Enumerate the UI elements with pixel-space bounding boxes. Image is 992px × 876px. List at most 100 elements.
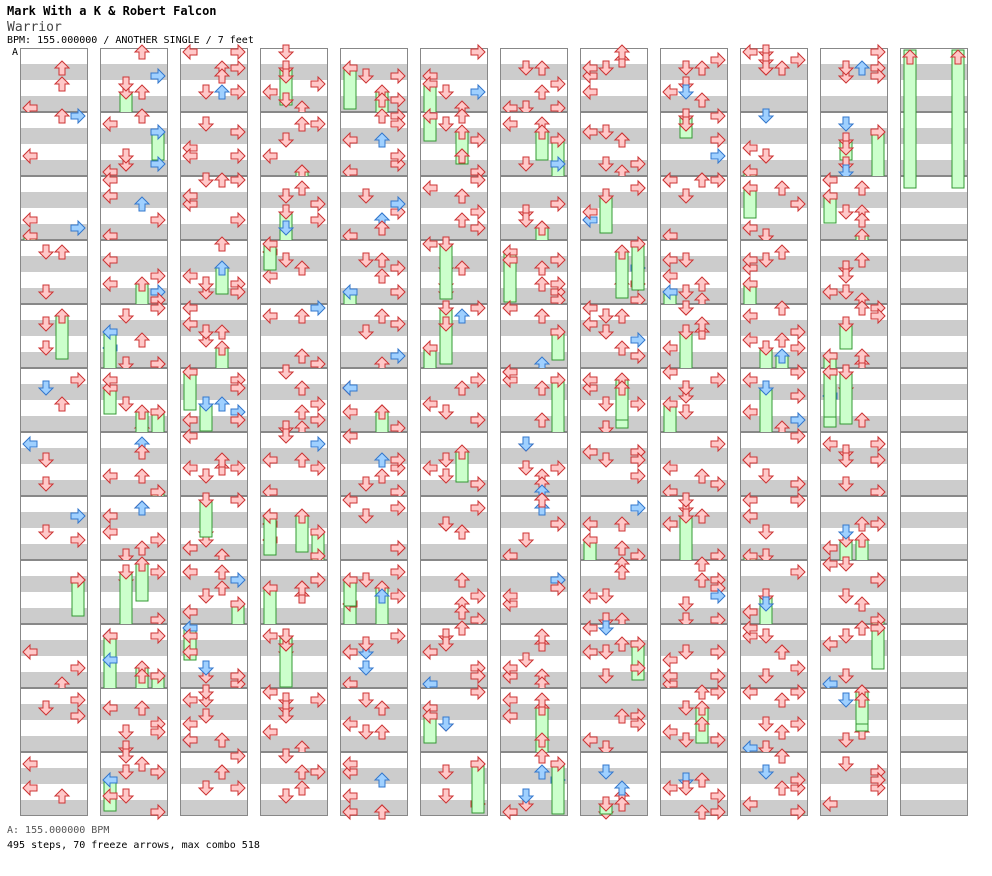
measure-border xyxy=(180,176,248,240)
step-arrow-right xyxy=(150,123,166,141)
beat-stripe xyxy=(20,768,88,784)
step-arrow-down xyxy=(837,364,855,380)
step-arrow-up xyxy=(213,68,231,84)
step-arrow-up xyxy=(853,532,871,548)
step-arrow-down xyxy=(197,396,215,412)
step-arrow-down xyxy=(677,84,695,100)
measure-border xyxy=(740,560,808,624)
step-arrow-left xyxy=(662,459,678,477)
measure xyxy=(100,240,168,309)
freeze-arrow xyxy=(903,49,917,189)
measure-border xyxy=(740,368,808,432)
measure xyxy=(180,112,248,176)
step-arrow-left xyxy=(582,619,598,637)
beat-stripe xyxy=(20,352,88,368)
beat-stripe xyxy=(420,288,488,304)
step-arrow-right xyxy=(390,451,406,469)
step-arrow-left xyxy=(662,651,678,669)
measure-border xyxy=(340,432,408,496)
step-arrow-right xyxy=(870,451,886,469)
step-arrow-down xyxy=(437,116,455,132)
measure-border xyxy=(260,368,328,432)
step-arrow-up xyxy=(773,332,791,348)
step-arrow-down xyxy=(117,748,135,764)
measure xyxy=(500,748,568,821)
measure xyxy=(260,683,328,756)
beat-stripe xyxy=(820,704,888,720)
measure-border xyxy=(740,624,808,688)
measure xyxy=(820,240,888,308)
measure-border xyxy=(100,304,168,368)
step-arrow-down xyxy=(437,764,455,780)
step-arrow-up xyxy=(853,180,871,196)
step-arrow-down xyxy=(517,652,535,668)
step-arrow-down xyxy=(437,516,455,532)
step-arrow-left xyxy=(262,235,278,253)
step-arrow-down xyxy=(837,556,855,572)
step-arrow-right xyxy=(710,107,726,125)
beat-stripe xyxy=(260,256,328,272)
step-arrow-up xyxy=(133,332,151,348)
measure-border xyxy=(900,48,968,112)
measure xyxy=(900,624,968,688)
step-arrow-left xyxy=(182,43,198,61)
beat-stripe xyxy=(260,160,328,176)
step-arrow-up xyxy=(853,516,871,532)
measure xyxy=(420,683,488,752)
step-arrow-right xyxy=(710,683,726,701)
step-arrow-down xyxy=(277,204,295,220)
measure xyxy=(180,236,248,304)
step-arrow-left xyxy=(422,107,438,125)
step-arrow-left xyxy=(342,427,358,445)
step-arrow-left xyxy=(422,339,438,357)
measure xyxy=(500,240,568,309)
step-arrow-down xyxy=(837,668,855,684)
measure xyxy=(100,368,168,440)
step-arrow-left xyxy=(182,603,198,621)
footer-bpm: A: 155.000000 BPM xyxy=(7,825,110,836)
beat-stripe xyxy=(580,672,648,688)
step-arrow-right xyxy=(310,195,326,213)
step-arrow-up xyxy=(213,236,231,252)
step-arrow-up xyxy=(613,540,631,556)
step-arrow-left xyxy=(102,771,118,789)
step-arrow-left xyxy=(182,731,198,749)
step-arrow-up xyxy=(773,692,791,708)
step-arrow-left xyxy=(742,795,758,813)
measure-border xyxy=(420,176,488,240)
step-arrow-down xyxy=(597,796,615,812)
step-arrow-down xyxy=(677,380,695,396)
measure xyxy=(420,235,488,304)
step-arrow-right xyxy=(710,371,726,389)
step-arrow-down xyxy=(597,668,615,684)
step-arrow-up xyxy=(613,380,631,396)
step-arrow-right xyxy=(790,563,806,581)
step-arrow-down xyxy=(757,228,775,244)
measure-border xyxy=(340,560,408,624)
step-arrow-right xyxy=(150,763,166,781)
step-arrow-down xyxy=(197,492,215,508)
step-arrow-up xyxy=(853,300,871,316)
step-arrow-left xyxy=(182,715,198,733)
step-arrow-up xyxy=(773,724,791,740)
step-arrow-right xyxy=(550,371,566,389)
measure-border xyxy=(740,48,808,112)
measure-border xyxy=(260,112,328,176)
step-arrow-right xyxy=(710,731,726,749)
beat-stripe xyxy=(500,608,568,624)
chart-column xyxy=(740,43,808,821)
step-arrow-up xyxy=(773,60,791,76)
measure-border xyxy=(900,176,968,240)
step-arrow-up xyxy=(853,692,871,708)
step-arrow-down xyxy=(837,316,855,332)
step-arrow-down xyxy=(357,636,375,652)
measure xyxy=(580,619,648,688)
step-arrow-down xyxy=(597,452,615,468)
step-arrow-up xyxy=(133,404,151,420)
beat-stripe xyxy=(20,800,88,816)
measure-border xyxy=(340,304,408,368)
step-arrow-down xyxy=(437,84,455,100)
step-arrow-right xyxy=(630,451,646,469)
step-arrow-right xyxy=(310,75,326,93)
measure-border xyxy=(500,240,568,304)
